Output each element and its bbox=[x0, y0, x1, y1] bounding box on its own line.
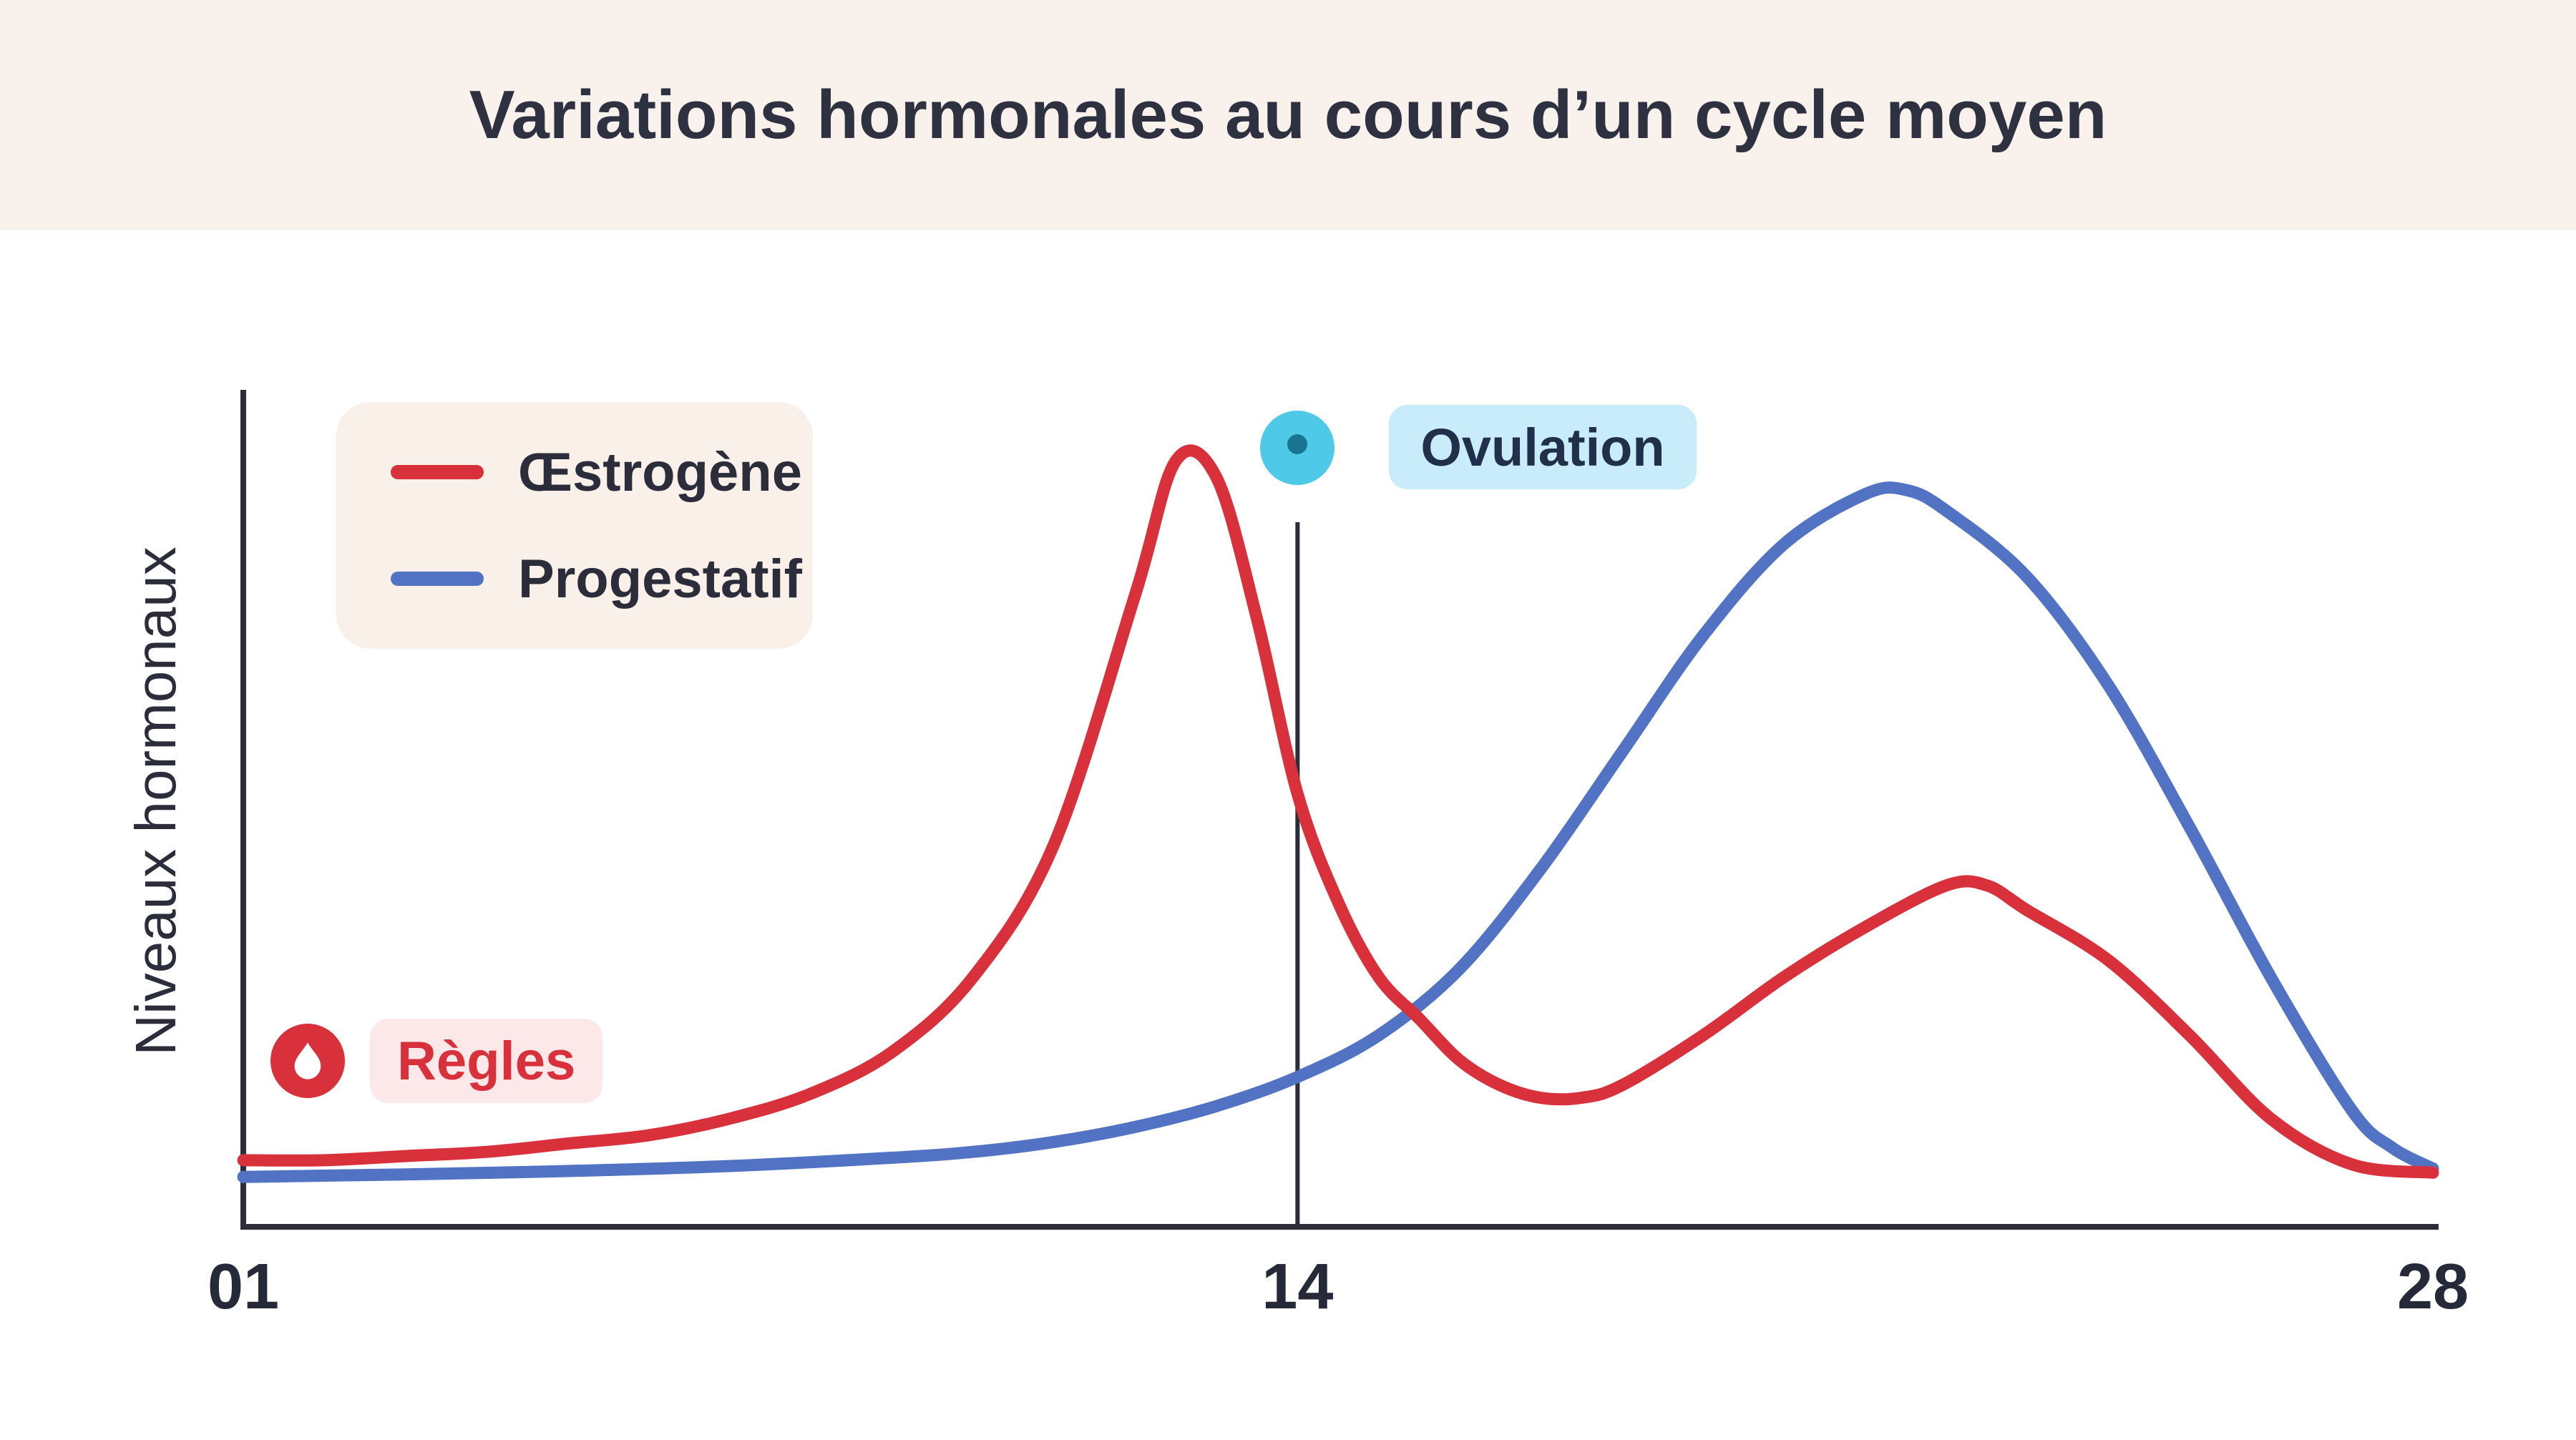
header: Variations hormonales au cours d’un cycl… bbox=[0, 0, 2576, 230]
ovulation-label: Ovulation bbox=[1420, 417, 1665, 477]
legend-item-estrogen: Œstrogène bbox=[391, 441, 813, 504]
ovulation-marker-dot bbox=[1287, 434, 1308, 454]
x-tick-day-14: 14 bbox=[1262, 1251, 1334, 1323]
page-title: Variations hormonales au cours d’un cycl… bbox=[469, 77, 2107, 153]
blood-drop-icon bbox=[270, 1024, 345, 1098]
regles-label: Règles bbox=[397, 1030, 576, 1092]
y-axis-label: Niveaux hormonaux bbox=[124, 547, 187, 1056]
x-tick-day-28: 28 bbox=[2396, 1251, 2469, 1323]
legend: Œstrogène Progestatif bbox=[336, 402, 813, 649]
legend-label-progestin: Progestatif bbox=[518, 548, 802, 609]
estrogen-line-swatch bbox=[391, 465, 484, 479]
regles-badge: Règles bbox=[370, 1019, 603, 1103]
ovulation-marker-icon bbox=[1260, 411, 1335, 485]
progestin-line-swatch bbox=[391, 572, 484, 586]
x-tick-day-01: 01 bbox=[207, 1251, 280, 1323]
legend-item-progestin: Progestatif bbox=[391, 548, 813, 610]
ovulation-badge: Ovulation bbox=[1389, 405, 1697, 489]
droplet-glyph bbox=[294, 1042, 321, 1079]
legend-label-estrogen: Œstrogène bbox=[518, 441, 802, 503]
